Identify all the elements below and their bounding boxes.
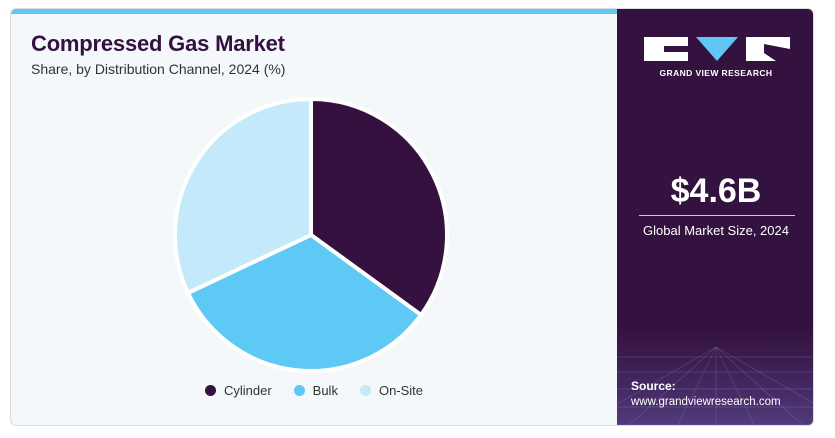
info-sidebar: GRAND VIEW RESEARCH $4.6B Global Market … — [617, 9, 813, 425]
market-size-caption: Global Market Size, 2024 — [643, 223, 789, 238]
grid-decoration — [617, 327, 813, 425]
chart-panel: Compressed Gas Market Share, by Distribu… — [11, 9, 617, 425]
source-url[interactable]: www.grandviewresearch.com — [631, 396, 781, 408]
chart-legend: Cylinder Bulk On-Site — [11, 383, 617, 398]
legend-swatch-bulk — [293, 385, 305, 396]
chart-title: Compressed Gas Market — [31, 31, 285, 56]
pie-slice-cylinder — [309, 97, 449, 317]
legend-swatch-on-site — [359, 385, 371, 396]
legend-swatch-cylinder — [204, 385, 216, 396]
legend-label-bulk: Bulk — [312, 383, 338, 398]
grand-view-research-logo — [644, 37, 790, 61]
divider-line — [639, 215, 795, 216]
legend-label-cylinder: Cylinder — [223, 383, 272, 398]
chart-subtitle: Share, by Distribution Channel, 2024 (%) — [31, 61, 286, 77]
source-label: Source: — [631, 379, 676, 393]
pie-chart — [173, 97, 449, 373]
accent-top-bar — [11, 9, 617, 14]
pie-slice-on-site — [173, 97, 313, 295]
legend-item-cylinder: Cylinder — [204, 383, 272, 398]
pie-slice-bulk — [185, 233, 424, 373]
infographic-card: Compressed Gas Market Share, by Distribu… — [10, 8, 814, 426]
legend-label-on-site: On-Site — [378, 383, 424, 398]
brand-name: GRAND VIEW RESEARCH — [659, 68, 773, 78]
legend-item-on-site: On-Site — [359, 383, 424, 398]
market-size-value: $4.6B — [670, 172, 762, 210]
legend-item-bulk: Bulk — [293, 383, 338, 398]
